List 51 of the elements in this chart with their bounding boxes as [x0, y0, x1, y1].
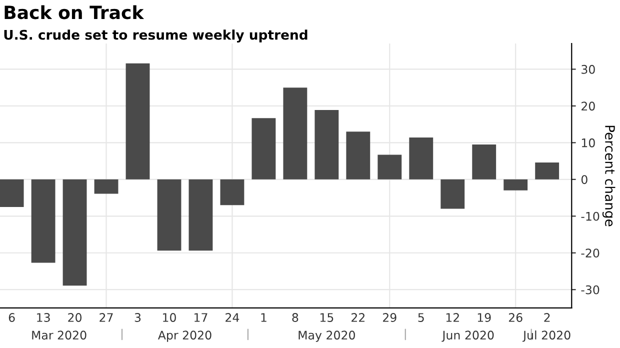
x-tick-label: 20 [68, 313, 82, 322]
x-tick-label: 17 [194, 313, 208, 322]
bar [378, 154, 402, 180]
x-tick-label: 24 [226, 313, 240, 322]
x-tick-label: 10 [163, 313, 176, 322]
bar [0, 179, 24, 207]
x-tick-label: 2 [544, 313, 550, 322]
y-tick-label: -10 [581, 212, 600, 221]
text: Apr 2020 [158, 330, 212, 342]
x-tick-label: 8 [292, 313, 298, 322]
x-tick-label: 5 [418, 313, 424, 322]
text: Jul 2020 [522, 330, 570, 342]
y-tick-label: -30 [581, 285, 600, 294]
bar [440, 179, 465, 209]
x-tick-label: 26 [508, 313, 522, 322]
bar [504, 179, 528, 190]
y-tick-label: 20 [582, 102, 595, 111]
x-tick-label: 3 [134, 313, 141, 322]
bar [314, 110, 339, 180]
bar [157, 179, 182, 251]
y-axis-title: Percent change [602, 126, 616, 226]
bar [252, 118, 276, 180]
chart-subtitle: U.S. crude set to resume weekly uptrend [4, 30, 308, 42]
x-tick-label: 13 [37, 313, 50, 322]
bar [535, 162, 560, 180]
chart-title: Back on Track [4, 5, 144, 20]
y-tick-label: 30 [582, 64, 595, 74]
x-tick-label: 29 [383, 313, 396, 322]
y-tick-label: -20 [581, 248, 600, 258]
bar [94, 179, 118, 194]
text: Mar 2020 [32, 330, 86, 340]
x-tick-label: 1 [261, 313, 266, 322]
x-tick-label: 6 [8, 313, 15, 322]
text: Jun 2020 [442, 330, 494, 342]
x-tick-label: 22 [352, 313, 364, 322]
bar [220, 179, 244, 206]
bar [283, 88, 308, 180]
bar [346, 132, 370, 180]
bar [188, 179, 213, 251]
y-tick-label: 0 [581, 175, 588, 184]
bar [126, 63, 150, 180]
bar [409, 138, 434, 180]
x-tick-label: 19 [478, 313, 491, 322]
x-tick-label: 12 [446, 313, 459, 322]
text: May 2020 [298, 330, 355, 342]
bar [31, 179, 56, 263]
x-tick-label: 15 [320, 313, 334, 322]
y-tick-label: 10 [582, 138, 595, 148]
x-tick-label: 27 [100, 313, 113, 322]
bar [62, 179, 87, 286]
bar [472, 144, 496, 180]
